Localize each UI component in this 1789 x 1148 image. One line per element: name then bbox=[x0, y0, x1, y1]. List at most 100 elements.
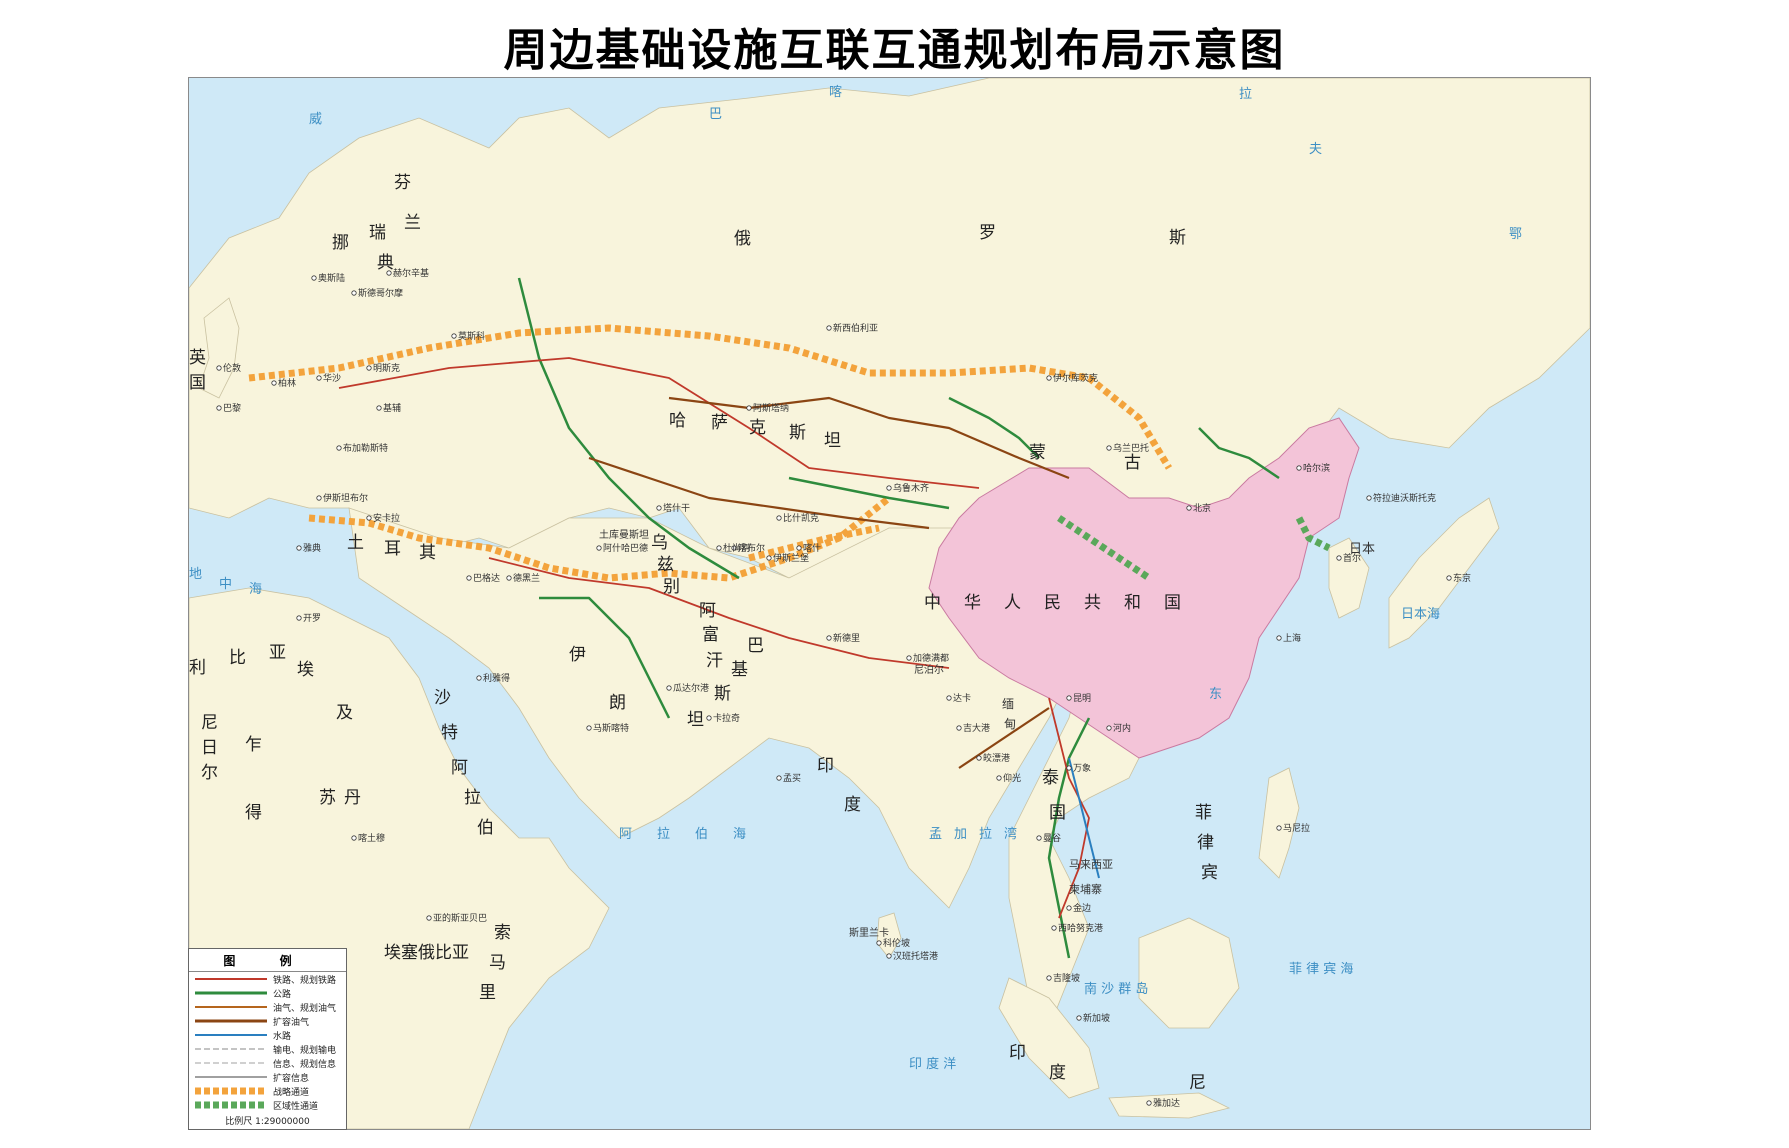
city-dot bbox=[826, 325, 832, 331]
label-finland-2: 兰 bbox=[404, 213, 421, 233]
city-dot bbox=[731, 545, 737, 551]
city-oslo: 奥斯陆 bbox=[311, 272, 345, 284]
city-dot bbox=[1046, 975, 1052, 981]
city-hambantota: 汉班托塔港 bbox=[886, 950, 938, 962]
city-vladivostok: 符拉迪沃斯托克 bbox=[1366, 492, 1436, 504]
city-dot bbox=[216, 405, 222, 411]
city-colombo: 科伦坡 bbox=[876, 937, 910, 949]
city-dot bbox=[1336, 555, 1342, 561]
label-afghan-3: 汗 bbox=[706, 651, 723, 671]
label-niger-2: 日 bbox=[201, 738, 218, 758]
legend-row-railway: 铁路、规划铁路 bbox=[189, 972, 346, 986]
map-canvas[interactable]: 俄 罗 斯 中 华 人 民 共 和 国 蒙 古 哈 萨 克 斯 坦 印 度 伊 … bbox=[189, 78, 1590, 1129]
city-label: 上海 bbox=[1283, 632, 1301, 644]
road-central-asia bbox=[517, 277, 740, 580]
label-saudi-2: 特 bbox=[441, 723, 458, 743]
label-saudi-5: 伯 bbox=[477, 818, 494, 838]
legend-swatch bbox=[195, 1016, 267, 1026]
label-niger-1: 尼 bbox=[201, 713, 218, 733]
city-kathmandu: 加德满都 bbox=[906, 652, 949, 664]
label-thailand-2: 国 bbox=[1049, 803, 1066, 823]
city-kunming: 昆明 bbox=[1066, 693, 1091, 704]
label-niger-3: 尔 bbox=[201, 763, 218, 783]
legend-label: 扩容信息 bbox=[273, 1073, 310, 1084]
legend-swatch bbox=[195, 1044, 267, 1054]
city-dot bbox=[366, 515, 372, 521]
city-bucharest: 布加勒斯特 bbox=[336, 442, 388, 454]
city-label: 卡拉奇 bbox=[713, 712, 740, 724]
label-kazakh-5: 坦 bbox=[824, 431, 841, 451]
city-tashkent: 塔什干 bbox=[656, 502, 690, 514]
label-norway-1: 挪 bbox=[332, 233, 349, 253]
city-mumbai: 孟买 bbox=[776, 773, 801, 784]
land-asia-south bbox=[348, 507, 1090, 909]
city-dot bbox=[1046, 375, 1052, 381]
city-seoul: 首尔 bbox=[1336, 552, 1361, 564]
city-dot bbox=[956, 725, 962, 731]
land-philippines bbox=[1258, 767, 1300, 879]
land-sumatra bbox=[998, 977, 1100, 1099]
label-uzbek-2: 兹 bbox=[657, 555, 674, 575]
label-sweden-2: 典 bbox=[377, 253, 394, 273]
city-harbin: 哈尔滨 bbox=[1296, 462, 1330, 474]
city-label: 喀布尔 bbox=[738, 542, 765, 554]
city-dot bbox=[1066, 905, 1072, 911]
city-label: 瓜达尔港 bbox=[673, 682, 709, 694]
city-dot bbox=[271, 380, 277, 386]
sea-bengal-3: 拉 bbox=[979, 827, 992, 842]
city-ankara: 安卡拉 bbox=[366, 512, 400, 524]
land-borneo bbox=[1138, 917, 1240, 1029]
city-dot bbox=[596, 545, 602, 551]
scale-bar-label: 比例尺 1:29000000 bbox=[225, 1117, 310, 1127]
city-ashgabat: 阿什哈巴德 bbox=[596, 542, 648, 554]
china-territory bbox=[928, 417, 1360, 759]
strategic-corridor-china-pak bbox=[748, 524, 880, 562]
city-irkutsk: 伊尔库茨克 bbox=[1046, 372, 1098, 384]
city-dot bbox=[996, 775, 1002, 781]
legend-swatch bbox=[195, 1072, 267, 1082]
land-britain bbox=[198, 297, 240, 399]
land-java bbox=[1108, 1092, 1231, 1119]
city-bishkek: 比什凯克 bbox=[776, 512, 819, 524]
legend-label: 区域性通道 bbox=[273, 1101, 319, 1112]
label-pakistan-3: 斯 bbox=[714, 684, 731, 704]
city-dot bbox=[296, 545, 302, 551]
label-somalia-2: 马 bbox=[489, 953, 506, 973]
map-frame[interactable]: 俄 罗 斯 中 华 人 民 共 和 国 蒙 古 哈 萨 克 斯 坦 印 度 伊 … bbox=[188, 77, 1591, 1130]
label-kazakh-1: 哈 bbox=[669, 411, 686, 431]
city-label: 汉班托塔港 bbox=[893, 950, 938, 962]
legend-items: 铁路、规划铁路 公路 油气、规划油气 扩容油气 水路 输电、规划输电 信息、规划信息 扩容信息… bbox=[189, 972, 346, 1112]
label-chad-2: 得 bbox=[245, 803, 262, 823]
label-china-2: 华 bbox=[964, 593, 981, 613]
city-cairo: 开罗 bbox=[296, 613, 321, 624]
city-label: 阿斯塔纳 bbox=[753, 402, 789, 414]
city-riyadh: 利雅得 bbox=[476, 672, 510, 684]
map-legend: 图 例 铁路、规划铁路 公路 油气、规划油气 扩容油气 水路 输电、规划输电 信息、规划信息… bbox=[188, 948, 347, 1130]
sea-labels: 巴 喀 拉 夫 威 阿 拉 伯 海 孟 加 拉 湾 南 沙 群 岛 菲 律 宾 … bbox=[189, 84, 1522, 1072]
city-tokyo: 东京 bbox=[1446, 572, 1471, 584]
city-label: 科伦坡 bbox=[883, 937, 910, 949]
label-china-5: 共 bbox=[1084, 593, 1101, 613]
legend-row-road: 公路 bbox=[189, 986, 346, 1000]
label-philippines-3: 宾 bbox=[1201, 863, 1218, 883]
city-dot bbox=[316, 495, 322, 501]
label-libya-1: 利 bbox=[189, 658, 206, 678]
city-dot bbox=[1106, 445, 1112, 451]
label-thailand-1: 泰 bbox=[1042, 768, 1059, 788]
city-karachi: 卡拉奇 bbox=[706, 712, 740, 724]
city-dot bbox=[1446, 575, 1452, 581]
city-kabul: 喀布尔 bbox=[731, 542, 765, 554]
city-islamabad: 伊斯兰堡 bbox=[766, 552, 809, 564]
label-kazakh-3: 克 bbox=[749, 418, 766, 438]
label-india-2: 度 bbox=[844, 795, 861, 815]
city-dot bbox=[366, 365, 372, 371]
city-label: 斯德哥尔摩 bbox=[358, 287, 403, 299]
legend-label: 公路 bbox=[273, 989, 292, 1000]
road-mongolia bbox=[948, 396, 1040, 459]
city-dot bbox=[876, 940, 882, 946]
waterway-mekong bbox=[1068, 757, 1100, 879]
label-kazakh-4: 斯 bbox=[789, 423, 806, 443]
city-dot bbox=[1106, 725, 1112, 731]
city-dot bbox=[316, 375, 322, 381]
city-label: 河内 bbox=[1113, 722, 1131, 734]
